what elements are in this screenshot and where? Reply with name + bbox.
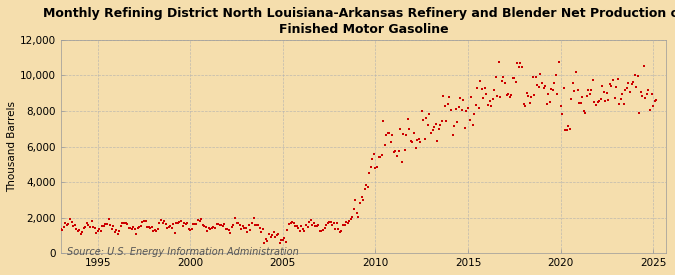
Title: Monthly Refining District North Louisiana-Arkansas Refinery and Blender Net Prod: Monthly Refining District North Louisian… — [43, 7, 675, 36]
Text: Source: U.S. Energy Information Administration: Source: U.S. Energy Information Administ… — [67, 248, 298, 257]
Y-axis label: Thousand Barrels: Thousand Barrels — [7, 101, 17, 192]
